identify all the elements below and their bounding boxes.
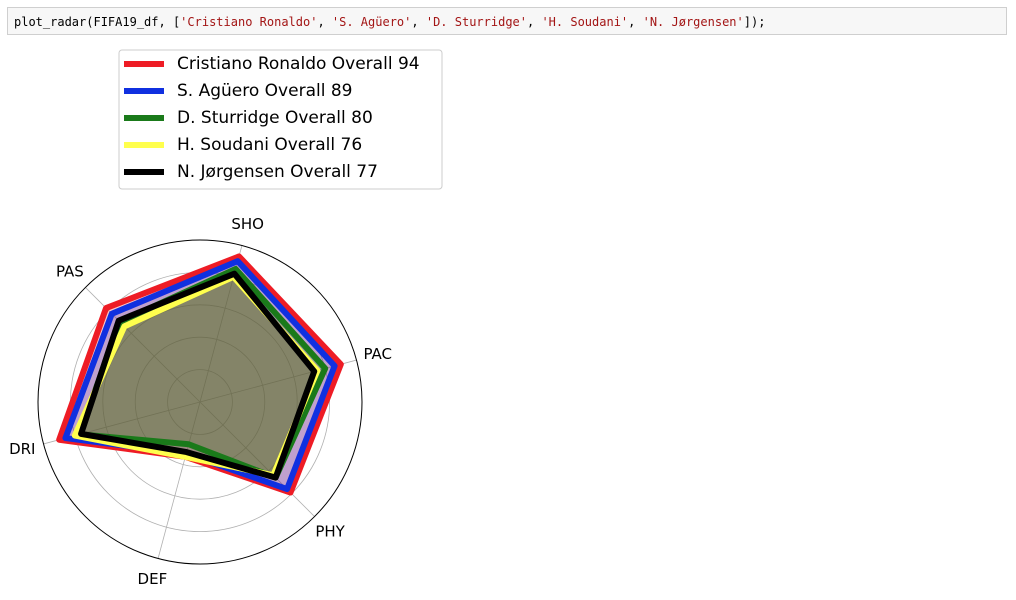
series-fill-3: [74, 276, 318, 476]
legend-label: N. Jørgensen Overall 77: [177, 162, 378, 182]
grid-ring: [134, 336, 266, 468]
code-arg-jorgensen: 'N. Jørgensen': [642, 15, 744, 29]
code-close: ]);: [743, 15, 766, 29]
axis-label-sho: SHO: [231, 215, 264, 233]
data-point: [186, 451, 188, 453]
data-point: [324, 367, 326, 369]
grid-spoke: [199, 401, 315, 517]
data-point: [238, 255, 240, 257]
axis-label-phy: PHY: [315, 523, 345, 541]
grid-spoke: [199, 359, 357, 403]
radar-chart: Cristiano Ronaldo Overall 94 S. Agüero Ov…: [9, 49, 443, 588]
data-point: [74, 435, 76, 437]
code-arg-ronaldo: 'Cristiano Ronaldo': [180, 15, 318, 29]
axis-labels: PAC SHO PAS DRI DEF PHY: [9, 215, 392, 588]
series-fill-4: [81, 273, 315, 478]
code-arg-sturridge: 'D. Sturridge': [425, 15, 527, 29]
legend-label: S. Agüero Overall 89: [177, 81, 352, 101]
data-point: [334, 365, 336, 367]
data-point: [123, 325, 125, 327]
legend: Cristiano Ronaldo Overall 94 S. Agüero Ov…: [118, 49, 443, 190]
data-point: [105, 307, 107, 309]
legend-label: Cristiano Ronaldo Overall 94: [177, 54, 420, 74]
axis-label-def: DEF: [138, 570, 168, 588]
grid-ring: [102, 304, 298, 500]
data-point: [111, 313, 113, 315]
legend-label: H. Soudani Overall 76: [177, 135, 362, 155]
data-point: [275, 477, 277, 479]
data-point: [184, 456, 186, 458]
axis-label-dri: DRI: [9, 440, 35, 458]
code-func: plot_radar(FIFA19_df, [: [14, 15, 181, 29]
code-arg-soudani: 'H. Soudani': [541, 15, 629, 29]
axis-label-pas: PAS: [56, 262, 84, 280]
data-point: [64, 437, 66, 439]
data-point: [340, 363, 342, 365]
code-cell[interactable]: plot_radar(FIFA19_df, ['Cristiano Ronald…: [7, 7, 1007, 35]
data-point: [235, 268, 237, 270]
series-lines: [56, 253, 344, 496]
data-point: [233, 273, 235, 275]
outer-ring: [37, 239, 363, 565]
legend-frame: [118, 49, 443, 190]
data-point: [188, 443, 190, 445]
data-point: [58, 439, 60, 441]
data-point: [289, 491, 291, 493]
data-point: [80, 433, 82, 435]
code-arg-aguero: 'S. Agüero': [331, 15, 412, 29]
data-point: [286, 488, 288, 490]
data-point: [118, 320, 120, 322]
grid-spoke: [157, 401, 201, 559]
legend-label: D. Sturridge Overall 80: [177, 108, 373, 128]
grid-ring: [167, 369, 233, 435]
data-point: [237, 260, 239, 262]
axis-label-pac: PAC: [363, 345, 392, 363]
data-point: [313, 370, 315, 372]
